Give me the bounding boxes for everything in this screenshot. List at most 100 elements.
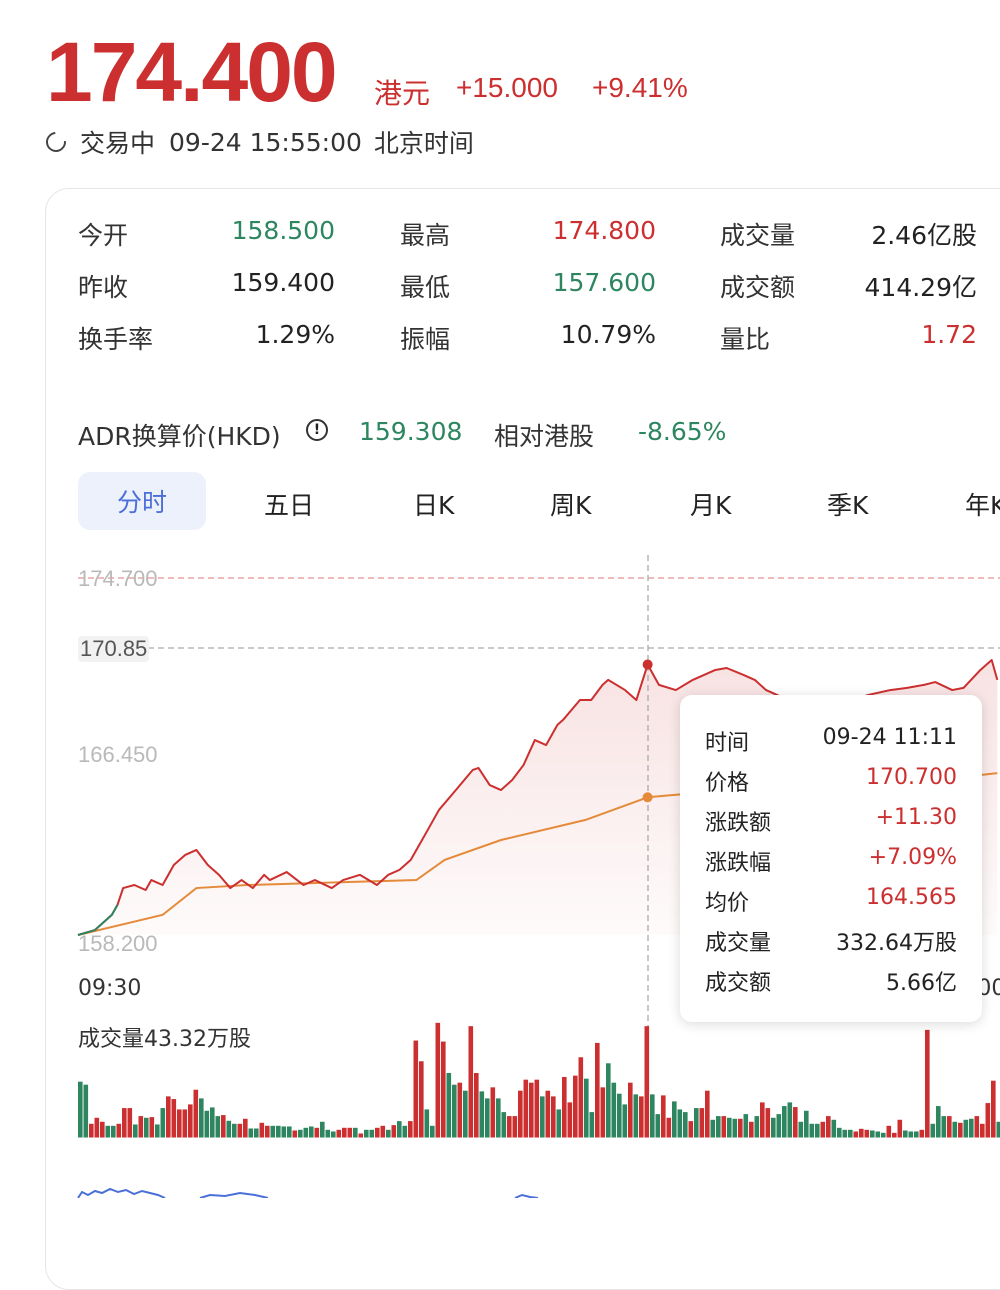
indicator-line (78, 1189, 165, 1198)
volume-bar (122, 1108, 127, 1137)
volume-bar (337, 1130, 342, 1138)
volume-bar (909, 1131, 914, 1137)
volume-bar (227, 1121, 232, 1138)
volume-bar (601, 1087, 606, 1137)
volume-bar (931, 1124, 936, 1138)
volume-bar (474, 1073, 479, 1138)
volume-bar (788, 1102, 793, 1137)
volume-bar (947, 1116, 952, 1137)
volume-bar (953, 1122, 958, 1138)
volume-bar (221, 1115, 226, 1137)
volume-bar (342, 1128, 347, 1138)
volume-bar (282, 1126, 287, 1137)
volume-bar (265, 1126, 270, 1138)
volume-bar (100, 1122, 105, 1138)
volume-bar (848, 1130, 853, 1138)
volume-bar (243, 1119, 248, 1138)
volume-bar (518, 1091, 523, 1138)
volume-bar (645, 1026, 650, 1137)
volume-bar (133, 1124, 138, 1137)
volume-bar (898, 1120, 903, 1138)
volume-bar (463, 1091, 468, 1138)
volume-bar (964, 1120, 969, 1138)
volume-bar (298, 1130, 303, 1138)
volume-bar (804, 1111, 809, 1138)
volume-bar (799, 1122, 804, 1138)
volume-bar (683, 1112, 688, 1137)
volume-bar (837, 1128, 842, 1138)
volume-bar (144, 1118, 149, 1138)
volume-bar (403, 1126, 408, 1138)
volume-bar (590, 1112, 595, 1137)
volume-bar (205, 1111, 210, 1138)
volume-bar (540, 1096, 545, 1137)
volume-bar (315, 1128, 320, 1138)
volume-bar (832, 1120, 837, 1138)
volume-bar (628, 1083, 633, 1138)
volume-bar (381, 1126, 386, 1138)
volume-bar (419, 1061, 424, 1137)
tooltip-label: 时间 (705, 725, 749, 757)
x-tick-label: 09:30 (78, 976, 141, 1001)
volume-bar (458, 1083, 463, 1138)
volume-bar (705, 1091, 710, 1138)
tooltip-value: 164.565 (866, 885, 957, 917)
volume-bar (914, 1131, 919, 1137)
volume-bar (854, 1131, 859, 1137)
volume-bar (738, 1119, 743, 1138)
volume-bar (843, 1130, 848, 1138)
volume-bar (89, 1124, 94, 1138)
volume-bar (678, 1109, 683, 1137)
volume-bar (397, 1121, 402, 1137)
volume-bar (606, 1063, 611, 1137)
volume-bar (309, 1126, 314, 1137)
volume-bar (634, 1094, 639, 1137)
tooltip-row: 涨跌幅+7.09% (705, 845, 957, 877)
volume-bar (111, 1126, 116, 1138)
volume-bar (232, 1124, 237, 1138)
volume-bar (771, 1118, 776, 1138)
volume-bar (584, 1079, 589, 1138)
volume-bar (183, 1109, 188, 1137)
volume-bar (568, 1102, 573, 1137)
volume-bar (326, 1130, 331, 1138)
volume-bar (700, 1108, 705, 1137)
volume-bar (293, 1130, 298, 1137)
volume-bar (375, 1128, 380, 1138)
volume-bar (480, 1091, 485, 1137)
volume-bar (612, 1083, 617, 1138)
volume-bar (359, 1133, 364, 1137)
volume-bar (892, 1133, 897, 1138)
volume-bar (777, 1114, 782, 1137)
volume-bar (249, 1128, 254, 1137)
volume-bar (694, 1108, 699, 1137)
volume-bar (826, 1116, 831, 1137)
volume-bar (271, 1126, 276, 1138)
volume-bar (617, 1094, 622, 1138)
volume-bar (711, 1120, 716, 1138)
volume-bar (997, 1122, 1000, 1138)
volume-bar (727, 1118, 732, 1138)
tooltip-value: 332.64万股 (836, 925, 957, 957)
volume-bar (507, 1116, 512, 1137)
volume-bar (469, 1026, 474, 1137)
volume-bar (84, 1085, 89, 1138)
volume-bar (320, 1122, 325, 1138)
volume-bar (199, 1098, 204, 1137)
volume-bar (579, 1057, 584, 1137)
volume-bar (370, 1130, 375, 1138)
volume-bar (216, 1116, 221, 1137)
volume-bar (810, 1124, 815, 1138)
volume-bar (716, 1116, 721, 1137)
tooltip-label: 均价 (705, 885, 749, 917)
volume-bar (925, 1030, 930, 1138)
volume-bar (150, 1117, 155, 1137)
volume-bar (513, 1116, 518, 1137)
volume-bar (991, 1081, 996, 1138)
volume-bar (766, 1108, 771, 1137)
y-tick-label: 166.450 (78, 742, 158, 768)
